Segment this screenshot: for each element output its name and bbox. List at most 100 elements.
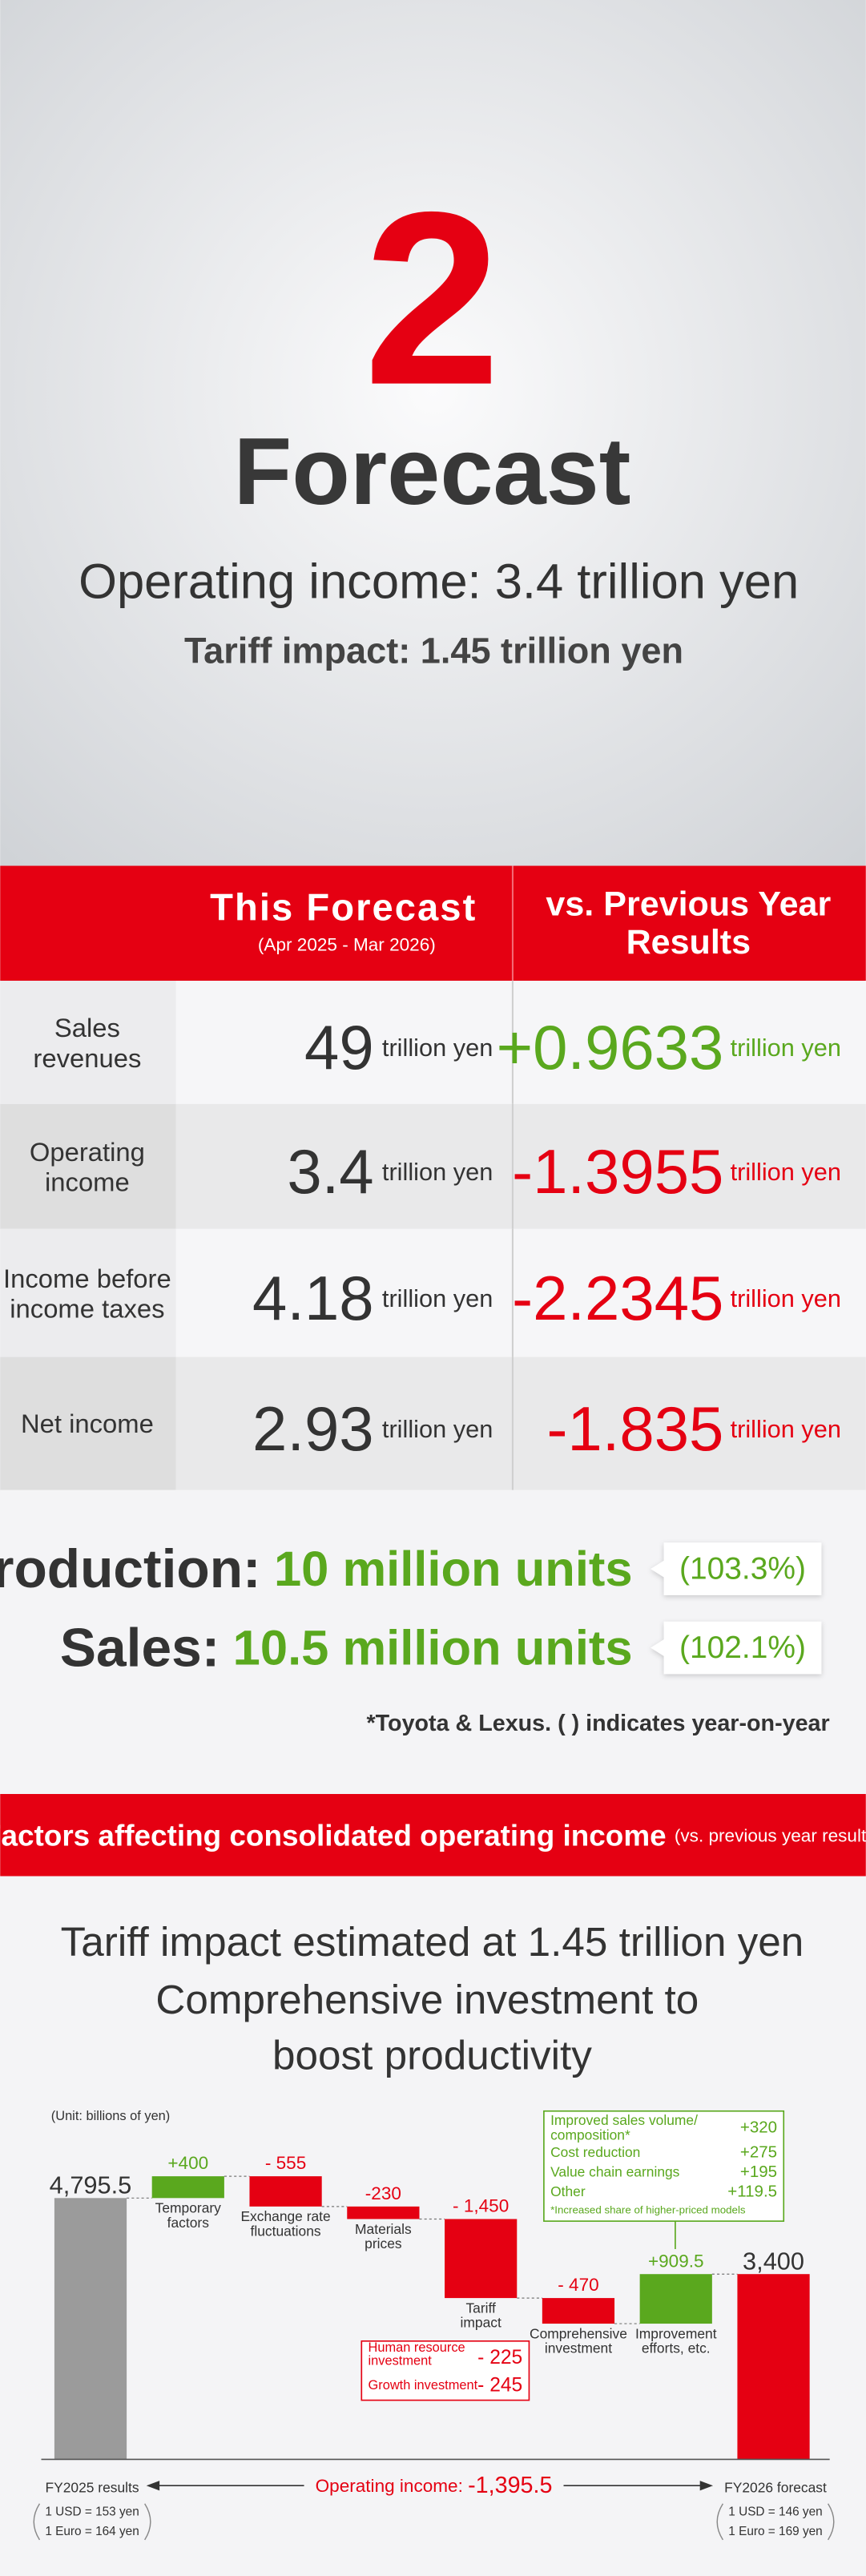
text-line: Tariff bbox=[465, 2300, 496, 2316]
category-label: Improvement efforts, etc. bbox=[635, 2325, 717, 2356]
unit-label: (Unit: billions of yen) bbox=[51, 2109, 170, 2123]
change-value: -2.2345 bbox=[512, 1263, 723, 1333]
bracket bbox=[716, 2503, 723, 2541]
improvement-box bbox=[543, 2110, 785, 2222]
forecast-value: 49 bbox=[304, 1012, 374, 1082]
text-line: Temporary bbox=[155, 2200, 222, 2216]
change-cell: +0.9633 trillion yen bbox=[497, 1012, 841, 1082]
bar bbox=[737, 2274, 810, 2460]
tariff-headline: Tariff impact: 1.45 trillion yen bbox=[184, 630, 683, 671]
forecast-cell: 2.93 trillion yen bbox=[252, 1393, 493, 1464]
section-number: 2 bbox=[364, 162, 501, 437]
category-label: Materials prices bbox=[355, 2221, 412, 2251]
text-line: prices bbox=[365, 2235, 402, 2251]
unit: trillion yen bbox=[382, 1157, 493, 1185]
breakdown-value: +275 bbox=[740, 2143, 777, 2162]
text-line: investment bbox=[369, 2353, 433, 2368]
bar bbox=[639, 2274, 712, 2324]
text-line: fluctuations bbox=[251, 2223, 321, 2239]
operating-income-change: Operating income: -1,395.5 bbox=[316, 2473, 553, 2498]
breakdown-value: - 245 bbox=[477, 2375, 522, 2397]
banner-note: (vs. previous year results) bbox=[675, 1825, 866, 1845]
breakdown-value: +320 bbox=[740, 2118, 777, 2137]
category-label: FY2026 forecast bbox=[724, 2479, 827, 2495]
volume-line: Sales: 10.5 million units bbox=[60, 1618, 633, 1678]
row-value-background bbox=[175, 1228, 866, 1357]
text-line: Improvement bbox=[635, 2325, 717, 2341]
text-line: income taxes bbox=[10, 1293, 164, 1323]
row-label-background bbox=[0, 1228, 176, 1357]
value-label: +400 bbox=[167, 2153, 208, 2173]
text-line: efforts, etc. bbox=[642, 2340, 711, 2356]
text-line: income bbox=[45, 1167, 130, 1196]
factors-banner bbox=[0, 1794, 866, 1877]
column-header: vs. Previous Year Results bbox=[546, 885, 831, 961]
text-line: Results bbox=[626, 923, 751, 961]
text-line: vs. Previous Year bbox=[546, 885, 831, 924]
row-label: Income before income taxes bbox=[3, 1263, 171, 1323]
row-value-background bbox=[175, 1103, 866, 1229]
exchange-rate: 1 Euro = 164 yen bbox=[45, 2525, 139, 2538]
volume-line: Production:10 million units bbox=[0, 1539, 633, 1599]
forecast-cell: 49 trillion yen bbox=[304, 1012, 493, 1082]
category-label: Exchange rate fluctuations bbox=[240, 2208, 330, 2239]
volume-label: Production: bbox=[0, 1539, 261, 1599]
forecast-value: 3.4 bbox=[287, 1136, 373, 1207]
bar bbox=[54, 2198, 127, 2460]
yoy-value: (102.1%) bbox=[679, 1631, 806, 1665]
breakdown-label: Growth investment bbox=[369, 2378, 478, 2393]
headline: Tariff impact estimated at 1.45 trillion… bbox=[61, 1919, 804, 1965]
category-label: Tariff impact bbox=[461, 2300, 501, 2330]
change-value: +0.9633 bbox=[497, 1012, 724, 1082]
bar bbox=[347, 2206, 420, 2219]
exchange-rate: 1 Euro = 169 yen bbox=[728, 2525, 822, 2538]
headline: boost productivity bbox=[272, 2033, 592, 2078]
yoy-callout bbox=[651, 1621, 822, 1675]
unit: trillion yen bbox=[731, 1284, 841, 1312]
text-line: Human resource bbox=[369, 2340, 465, 2355]
value-label: 3,400 bbox=[743, 2247, 804, 2275]
change-value: -1,395.5 bbox=[468, 2473, 552, 2498]
value-label: -230 bbox=[365, 2183, 401, 2203]
unit: trillion yen bbox=[382, 1034, 493, 1062]
volume-value: 10.5 million units bbox=[233, 1620, 633, 1675]
change-value: -1.3955 bbox=[512, 1136, 723, 1207]
unit: trillion yen bbox=[731, 1034, 841, 1062]
row-value-background bbox=[175, 1357, 866, 1490]
row-label-background bbox=[0, 1103, 176, 1229]
breakdown-value: +119.5 bbox=[727, 2183, 777, 2201]
value-label: - 1,450 bbox=[453, 2196, 509, 2216]
yoy-value: (103.3%) bbox=[679, 1552, 806, 1586]
yoy-callout bbox=[651, 1542, 822, 1595]
headline: Comprehensive investment to bbox=[155, 1977, 699, 2022]
waterfall-chart: 4,795.5 FY2025 results +400 Temporary factor… bbox=[46, 2153, 828, 2495]
unit: trillion yen bbox=[382, 1414, 493, 1442]
text-line: Comprehensive bbox=[530, 2325, 627, 2341]
column-header: This Forecast bbox=[210, 885, 477, 928]
change-label: Operating income: bbox=[316, 2476, 469, 2496]
change-cell: -2.2345 trillion yen bbox=[512, 1263, 841, 1333]
breakdown-label: Cost reduction bbox=[550, 2144, 640, 2160]
text-line: Income before bbox=[3, 1263, 171, 1292]
row-label-background bbox=[0, 981, 176, 1104]
exchange-rate: 1 USD = 146 yen bbox=[728, 2505, 822, 2519]
volume-value: 10 million units bbox=[274, 1542, 633, 1597]
forecast-cell: 4.18 trillion yen bbox=[252, 1263, 493, 1333]
text-line: impact bbox=[461, 2315, 501, 2331]
table-body: Sales revenues 49 trillion yen +0.9633 trilli… bbox=[0, 981, 866, 1490]
change-cell: -1.3955 trillion yen bbox=[512, 1136, 841, 1207]
breakdown-label: Human resource investment bbox=[369, 2340, 465, 2368]
operating-income-headline: Operating income: 3.4 trillion yen bbox=[79, 554, 799, 609]
header-background bbox=[0, 0, 866, 866]
text-line: factors bbox=[167, 2215, 210, 2231]
section-title: Forecast bbox=[234, 418, 631, 525]
text-line: investment bbox=[545, 2340, 612, 2356]
volume-block: Production:10 million units (103.3%) Sales… bbox=[0, 1539, 822, 1678]
unit: trillion yen bbox=[382, 1284, 493, 1312]
row-label: Net income bbox=[21, 1409, 154, 1438]
value-label: - 470 bbox=[558, 2275, 598, 2295]
forecast-value: 4.18 bbox=[252, 1263, 374, 1333]
arrow-head bbox=[699, 2481, 714, 2491]
row-label-background bbox=[0, 1357, 176, 1490]
